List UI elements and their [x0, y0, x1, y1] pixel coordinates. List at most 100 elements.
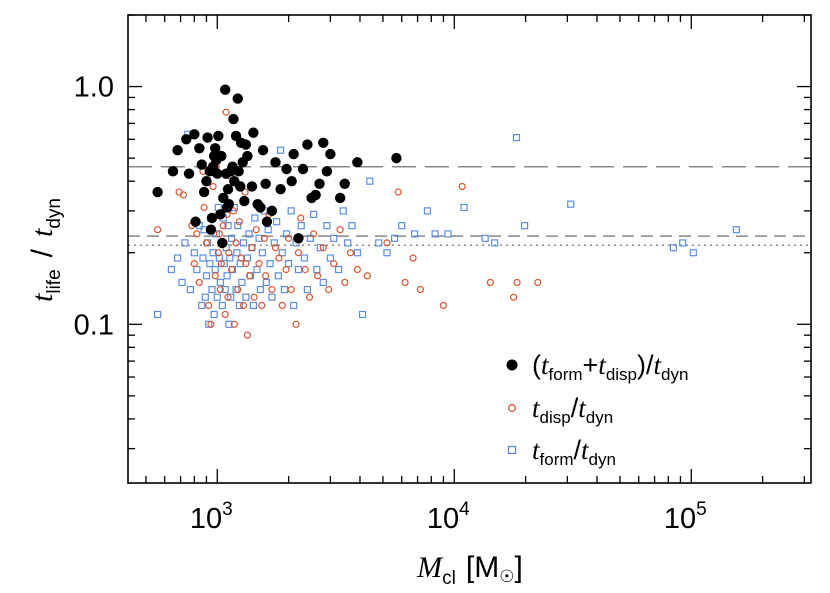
series-filled-circle: [152, 84, 402, 249]
point-disp: [310, 230, 318, 238]
point-form: [353, 249, 361, 257]
point-combined: [293, 233, 304, 244]
point-combined: [242, 150, 253, 162]
point-form: [266, 260, 274, 268]
point-form: [251, 214, 259, 222]
point-form: [460, 203, 468, 212]
point-form: [173, 254, 182, 262]
point-form: [274, 272, 282, 280]
point-disp: [246, 272, 254, 280]
point-disp: [346, 249, 355, 257]
point-form: [375, 239, 383, 247]
point-disp: [336, 226, 344, 234]
ylabel-slash: /: [26, 248, 59, 257]
point-disp: [292, 320, 300, 328]
point-form: [285, 260, 293, 268]
point-disp: [510, 293, 518, 301]
point-form: [256, 285, 264, 294]
point-form: [679, 239, 687, 247]
point-form: [270, 239, 278, 247]
point-form: [213, 293, 221, 301]
point-disp: [207, 320, 215, 328]
point-disp: [258, 301, 266, 310]
point-combined: [255, 202, 266, 213]
xlabel-sun-symbol: ☉: [499, 567, 514, 586]
point-combined: [266, 205, 278, 217]
point-form: [423, 207, 431, 215]
point-form: [444, 230, 452, 238]
point-combined: [391, 152, 402, 164]
point-disp: [297, 214, 305, 222]
point-form: [220, 260, 228, 268]
point-disp: [202, 239, 211, 247]
point-combined: [240, 139, 252, 150]
point-combined: [260, 178, 271, 189]
point-form: [282, 230, 291, 238]
point-combined: [183, 168, 195, 179]
point-combined: [205, 224, 217, 235]
point-form: [316, 244, 324, 252]
point-combined: [257, 144, 269, 156]
point-combined: [213, 130, 224, 142]
point-form: [310, 210, 318, 218]
point-disp: [262, 272, 270, 280]
ylabel-num: t: [26, 293, 59, 302]
point-form: [567, 200, 575, 208]
point-form: [383, 249, 391, 257]
point-disp: [225, 249, 233, 257]
point-disp: [190, 260, 198, 268]
point-disp: [363, 272, 372, 280]
point-form: [211, 265, 219, 274]
point-form: [491, 239, 499, 247]
point-disp: [243, 331, 252, 339]
legend-label-disp: tdisp/tdyn: [532, 393, 613, 427]
point-combined: [194, 143, 205, 154]
point-form: [210, 310, 218, 319]
point-form: [228, 234, 236, 242]
xlabel-unit-end: ]: [514, 551, 522, 584]
point-combined: [235, 181, 246, 192]
point-form: [239, 239, 248, 247]
legend: (tform+tdisp)/tdyn tdisp/tdyn tform/tdyn: [506, 350, 688, 469]
point-form: [512, 133, 521, 142]
point-combined: [275, 184, 286, 195]
point-combined: [288, 148, 299, 160]
point-combined: [248, 127, 259, 138]
y-axis-label: tlife/tdyn: [26, 198, 65, 302]
point-disp: [353, 265, 361, 274]
point-disp: [439, 301, 448, 310]
ylabel-den: t: [26, 228, 59, 237]
point-combined: [239, 195, 250, 207]
point-disp: [330, 260, 338, 268]
svg-text:Mcl[M☉]: Mcl [M☉]: [416, 551, 523, 589]
y-tick-label: 0.1: [74, 309, 114, 341]
point-combined: [228, 113, 239, 125]
point-disp: [230, 320, 238, 328]
point-disp: [260, 234, 268, 242]
point-form: [245, 230, 253, 238]
point-form: [297, 222, 305, 230]
point-disp: [234, 285, 242, 294]
point-combined: [172, 144, 183, 156]
point-form: [431, 230, 439, 238]
point-combined: [152, 186, 163, 198]
point-form: [209, 249, 217, 257]
point-form: [167, 265, 175, 274]
point-disp: [255, 260, 263, 268]
point-disp: [242, 260, 250, 268]
point-form: [339, 207, 347, 215]
xlabel-main: M: [416, 551, 444, 584]
point-disp: [205, 301, 213, 310]
point-form: [280, 285, 289, 294]
point-combined: [270, 157, 281, 168]
point-disp: [409, 254, 417, 262]
point-disp: [282, 265, 290, 274]
point-form: [202, 272, 211, 280]
point-form: [732, 226, 740, 234]
ylabel-num-sub: life: [44, 269, 65, 293]
point-disp: [154, 226, 162, 234]
point-combined: [334, 192, 346, 204]
point-combined: [302, 139, 313, 150]
point-form: [190, 249, 198, 257]
